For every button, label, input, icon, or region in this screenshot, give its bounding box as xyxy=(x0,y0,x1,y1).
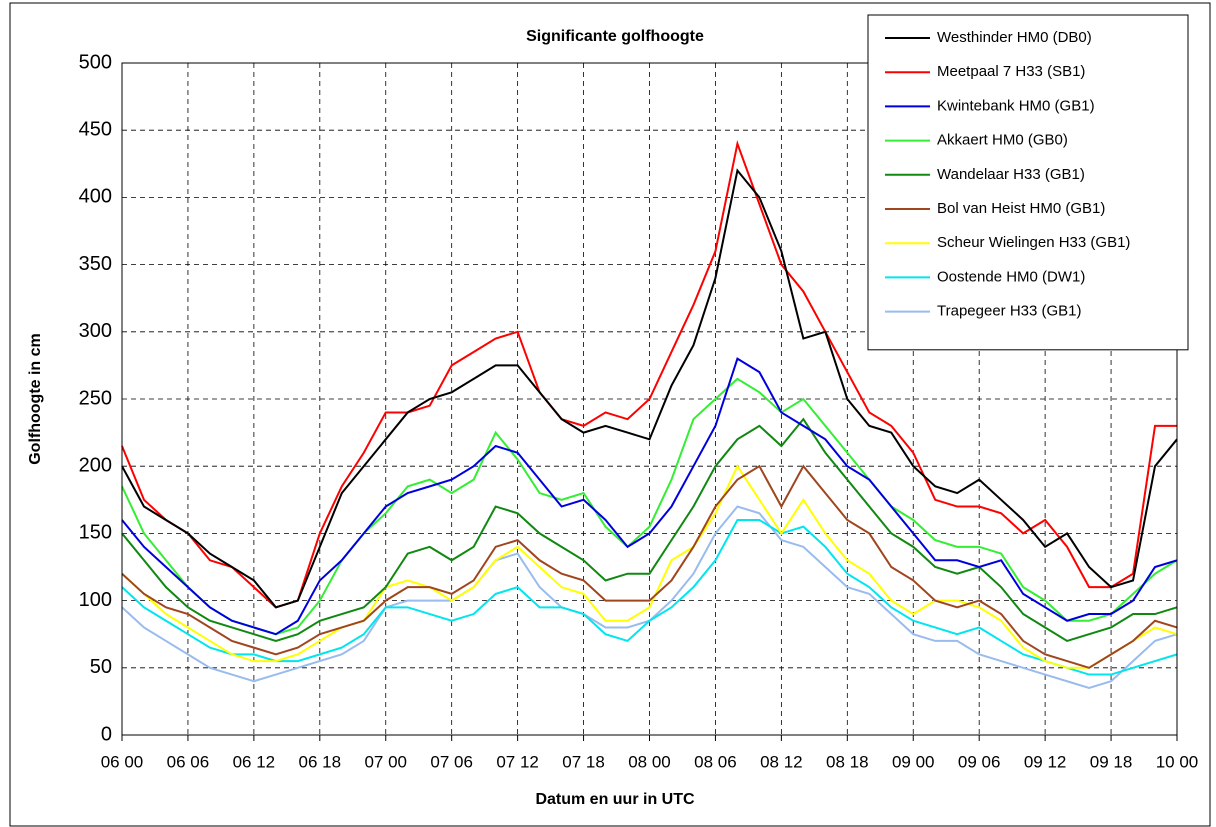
x-tick-label: 09 00 xyxy=(892,752,935,771)
legend-label: Wandelaar H33 (GB1) xyxy=(937,166,1085,183)
legend-label: Meetpaal 7 H33 (SB1) xyxy=(937,63,1085,80)
legend-label: Kwintebank HM0 (GB1) xyxy=(937,97,1095,114)
x-tick-label: 08 18 xyxy=(826,752,869,771)
legend-label: Bol van Heist HM0 (GB1) xyxy=(937,200,1105,217)
series-line xyxy=(121,464,1178,669)
x-tick-label: 06 00 xyxy=(101,752,144,771)
y-tick-label: 350 xyxy=(79,253,112,275)
y-tick-label: 200 xyxy=(79,454,112,476)
x-tick-label: 06 12 xyxy=(233,752,276,771)
y-tick-label: 300 xyxy=(79,320,112,342)
series-line xyxy=(121,377,1178,636)
y-tick-label: 150 xyxy=(79,522,112,544)
x-axis-label: Datum en uur in UTC xyxy=(535,791,695,808)
legend-label: Scheur Wielingen H33 (GB1) xyxy=(937,234,1130,251)
series-line xyxy=(121,168,1178,609)
series-line xyxy=(121,417,1178,643)
legend-label: Akkaert HM0 (GB0) xyxy=(937,132,1068,149)
x-tick-label: 07 12 xyxy=(496,752,539,771)
x-tick-label: 10 00 xyxy=(1156,752,1199,771)
x-tick-label: 06 18 xyxy=(299,752,342,771)
y-tick-label: 400 xyxy=(79,186,112,208)
series-line xyxy=(121,357,1178,636)
x-tick-label: 07 06 xyxy=(430,752,473,771)
series-line xyxy=(121,518,1178,676)
x-tick-label: 07 00 xyxy=(364,752,407,771)
y-tick-label: 0 xyxy=(101,723,112,745)
legend-label: Trapegeer H33 (GB1) xyxy=(937,303,1082,320)
x-tick-label: 08 00 xyxy=(628,752,671,771)
plot-border xyxy=(121,62,1178,736)
x-tick-label: 09 06 xyxy=(958,752,1001,771)
legend-label: Oostende HM0 (DW1) xyxy=(937,268,1085,285)
y-tick-label: 450 xyxy=(79,118,112,140)
y-tick-label: 50 xyxy=(90,656,112,678)
y-tick-label: 250 xyxy=(79,387,112,409)
x-tick-label: 09 18 xyxy=(1090,752,1133,771)
series-line xyxy=(121,464,1178,669)
chart-title: Significante golfhoogte xyxy=(526,28,704,45)
x-tick-label: 08 12 xyxy=(760,752,803,771)
x-tick-label: 08 06 xyxy=(694,752,737,771)
y-axis-label: Golfhoogte in cm xyxy=(27,333,44,465)
legend-box xyxy=(867,14,1189,351)
legend-label: Westhinder HM0 (DB0) xyxy=(937,29,1092,46)
y-tick-label: 100 xyxy=(79,589,112,611)
x-tick-label: 06 06 xyxy=(167,752,210,771)
x-tick-label: 09 12 xyxy=(1024,752,1067,771)
x-tick-label: 07 18 xyxy=(562,752,605,771)
y-tick-label: 500 xyxy=(79,51,112,73)
